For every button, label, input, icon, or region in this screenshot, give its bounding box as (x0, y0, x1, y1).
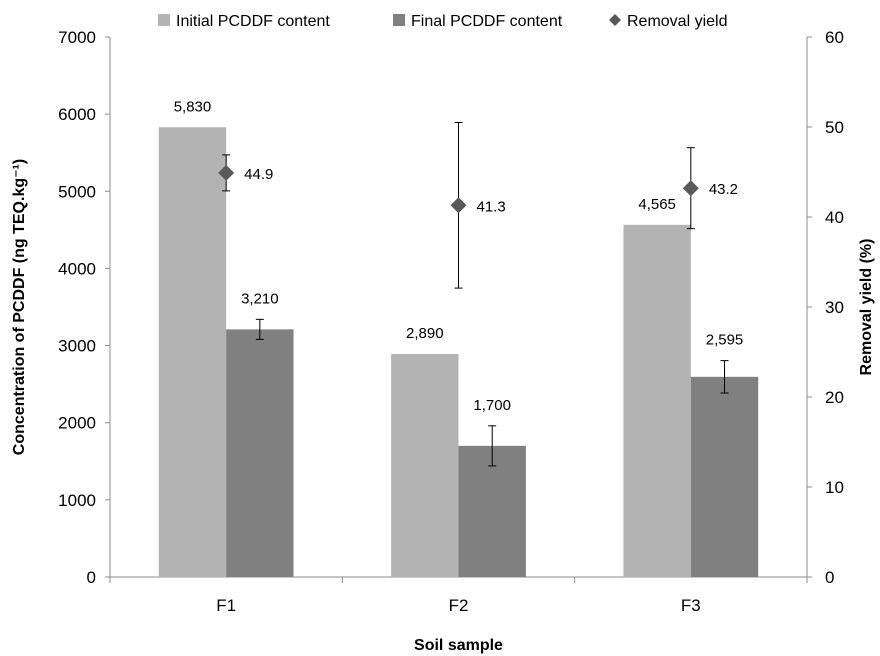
y2-axis-title: Removal yield (%) (858, 239, 875, 376)
y2-tick-label: 10 (825, 478, 844, 497)
x-tick-label: F2 (449, 596, 469, 615)
y-tick-label: 5000 (58, 182, 96, 201)
legend-marker-removal-yield (609, 14, 621, 26)
bar-final (458, 445, 526, 577)
bar-value-label: 3,210 (241, 290, 279, 307)
y-tick-label: 4000 (58, 259, 96, 278)
x-tick-label: F3 (681, 596, 701, 615)
yield-marker (682, 180, 699, 197)
y2-tick-label: 60 (825, 28, 844, 47)
y-tick-label: 6000 (58, 105, 96, 124)
axes: 0 1000 2000 3000 4000 5000 6000 7000 0 10 20 30 40 50… (58, 28, 844, 615)
y-tick-label: 2000 (58, 414, 96, 433)
bar-final (690, 376, 759, 577)
y-axis-title: Concentration of PCDDF (ng TEQ.kg⁻¹) (11, 159, 28, 455)
bar-initial (158, 127, 227, 577)
legend-label: Removal yield (627, 13, 727, 30)
bar-initial (391, 354, 459, 577)
data-labels: 5,830 2,890 4,565 3,210 1,700 2,595 44.9 41.3 43… (174, 98, 744, 414)
y2-tick-label: 50 (825, 118, 844, 137)
legend: Initial PCDDF content Final PCDDF content… (158, 13, 727, 30)
yield-value-label: 44.9 (244, 166, 273, 183)
legend-label: Initial PCDDF content (176, 13, 330, 30)
yield-marker (450, 197, 467, 214)
yield-value-label: 43.2 (709, 181, 738, 198)
y2-tick-label: 20 (825, 388, 844, 407)
markers (218, 164, 699, 214)
bar-value-label: 4,565 (638, 196, 676, 213)
legend-swatch-final (393, 14, 405, 26)
legend-swatch-initial (158, 14, 170, 26)
y-tick-label: 3000 (58, 337, 96, 356)
y-tick-label: 0 (87, 568, 96, 587)
x-axis-title: Soil sample (414, 637, 503, 654)
x-tick-label: F1 (216, 596, 236, 615)
legend-label: Final PCDDF content (411, 13, 563, 30)
y-tick-label: 7000 (58, 28, 96, 47)
y2-tick-label: 30 (825, 298, 844, 317)
bar-value-label: 2,595 (706, 332, 744, 349)
bar-initial (623, 224, 691, 578)
y-tick-label: 1000 (58, 491, 96, 510)
y2-tick-label: 40 (825, 208, 844, 227)
bar-value-label: 5,830 (174, 98, 212, 115)
bar-value-label: 1,700 (473, 397, 511, 414)
bar-value-label: 2,890 (406, 325, 444, 342)
y2-tick-label: 0 (825, 568, 834, 587)
yield-value-label: 41.3 (477, 198, 506, 215)
yield-marker (218, 164, 235, 181)
bar-final (226, 329, 294, 577)
bars (158, 127, 759, 578)
